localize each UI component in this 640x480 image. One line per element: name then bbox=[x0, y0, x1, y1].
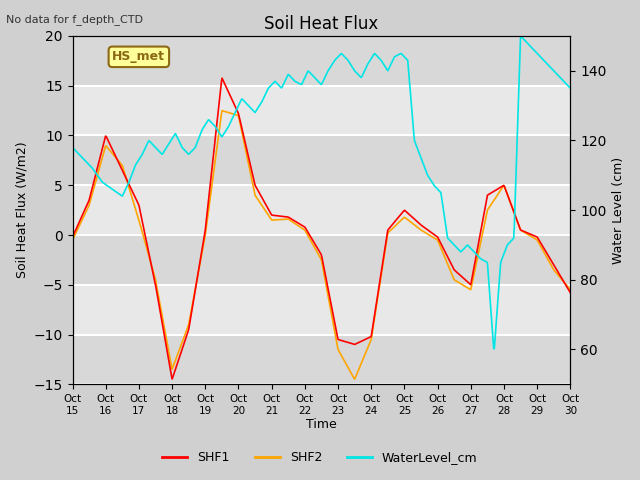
SHF1 bbox=[359, 337, 367, 343]
WaterLevel_cm bbox=[566, 85, 574, 91]
SHF1 bbox=[387, 223, 395, 229]
SHF2 bbox=[566, 287, 574, 293]
Title: Soil Heat Flux: Soil Heat Flux bbox=[264, 15, 379, 33]
WaterLevel_cm bbox=[517, 34, 525, 39]
Bar bbox=[72, 335, 570, 384]
SHF1 bbox=[218, 75, 226, 81]
SHF2 bbox=[99, 152, 107, 158]
X-axis label: Time: Time bbox=[306, 419, 337, 432]
SHF2 bbox=[372, 306, 380, 312]
WaterLevel_cm bbox=[446, 238, 454, 243]
SHF2 bbox=[68, 237, 76, 243]
Y-axis label: Water Level (cm): Water Level (cm) bbox=[612, 156, 625, 264]
SHF1 bbox=[68, 234, 76, 240]
WaterLevel_cm bbox=[386, 64, 394, 70]
WaterLevel_cm bbox=[358, 74, 365, 80]
Bar bbox=[72, 36, 570, 86]
SHF2 bbox=[387, 227, 395, 233]
SHF2 bbox=[499, 185, 506, 191]
Bar bbox=[72, 235, 570, 285]
Text: HS_met: HS_met bbox=[113, 50, 165, 63]
Bar bbox=[72, 285, 570, 335]
Line: WaterLevel_cm: WaterLevel_cm bbox=[72, 36, 570, 349]
SHF1 bbox=[168, 376, 176, 382]
WaterLevel_cm bbox=[68, 144, 76, 150]
SHF1 bbox=[499, 183, 506, 189]
WaterLevel_cm bbox=[498, 256, 506, 262]
WaterLevel_cm bbox=[490, 346, 497, 352]
SHF2 bbox=[218, 108, 226, 114]
SHF1 bbox=[372, 303, 380, 309]
SHF2 bbox=[351, 376, 358, 382]
SHF2 bbox=[447, 270, 455, 276]
Bar bbox=[72, 86, 570, 135]
SHF2 bbox=[359, 357, 367, 362]
SHF1 bbox=[99, 143, 107, 149]
Line: SHF1: SHF1 bbox=[72, 78, 570, 379]
Bar bbox=[72, 135, 570, 185]
WaterLevel_cm bbox=[371, 51, 378, 57]
SHF1 bbox=[447, 261, 455, 267]
SHF1 bbox=[566, 290, 574, 296]
Line: SHF2: SHF2 bbox=[72, 111, 570, 379]
Bar bbox=[72, 185, 570, 235]
WaterLevel_cm bbox=[99, 180, 107, 186]
Text: No data for f_depth_CTD: No data for f_depth_CTD bbox=[6, 14, 143, 25]
Y-axis label: Soil Heat Flux (W/m2): Soil Heat Flux (W/m2) bbox=[15, 142, 28, 278]
Legend: SHF1, SHF2, WaterLevel_cm: SHF1, SHF2, WaterLevel_cm bbox=[157, 446, 483, 469]
